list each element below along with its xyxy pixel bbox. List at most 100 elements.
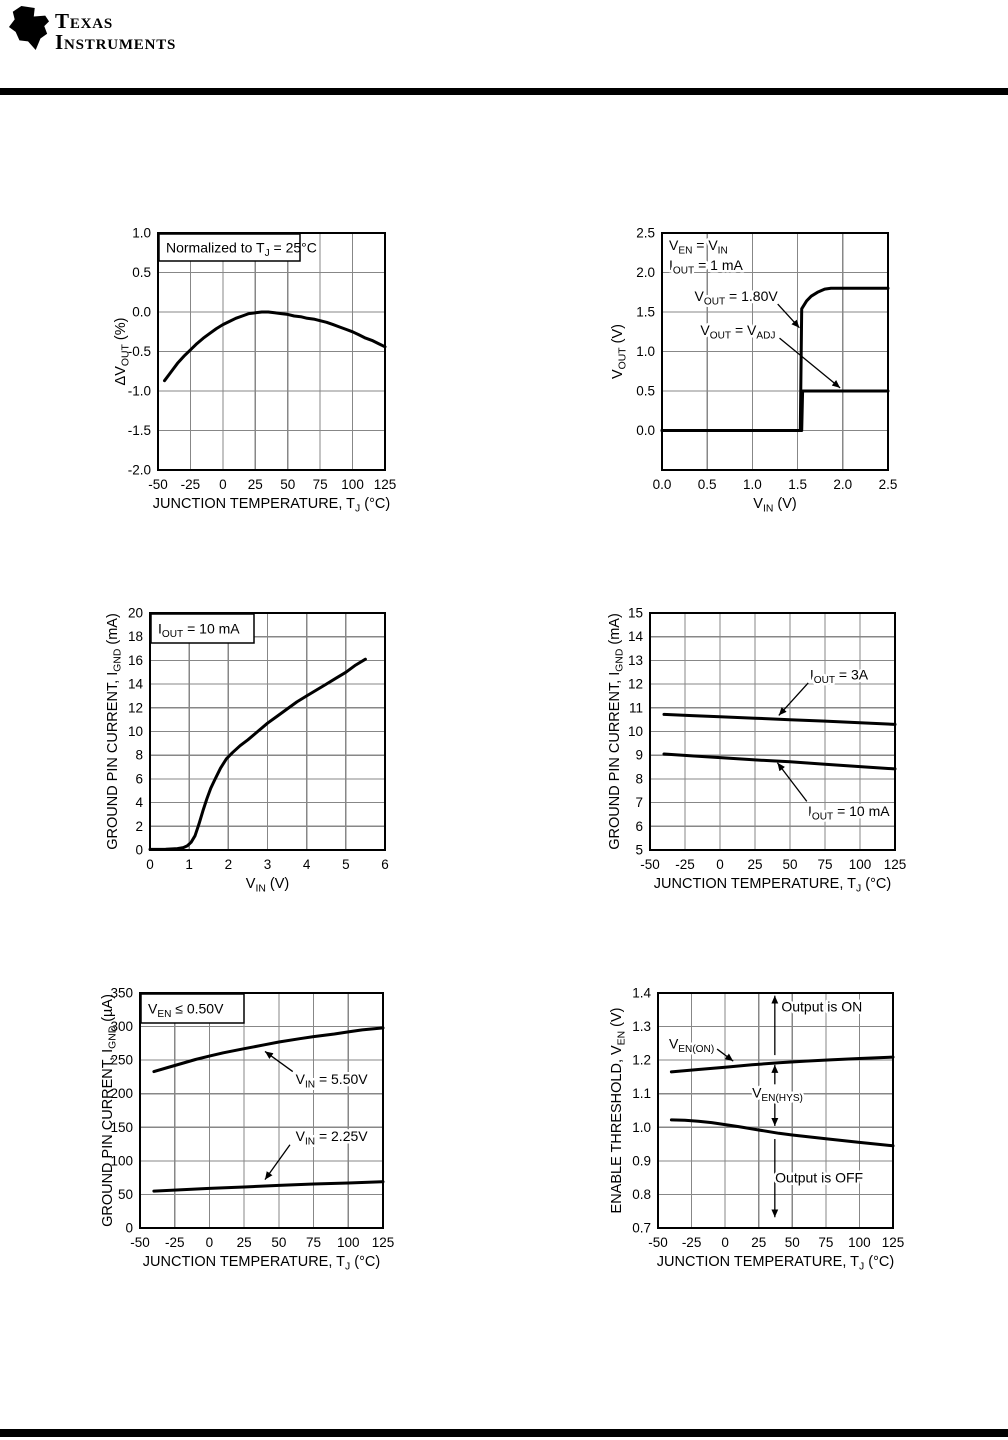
x-tick-label: -50 — [130, 1235, 150, 1250]
curve-label: VEN(HYS) — [752, 1085, 803, 1104]
x-tick-label: 125 — [882, 1235, 905, 1250]
y-tick-label: 12 — [128, 700, 143, 715]
chart-vout-change-vs-temperature: Normalized to TJ = 25°C -50 -25 0 25 50 75 100 1… — [95, 213, 407, 533]
curve-0 — [163, 310, 387, 383]
plot-frame — [157, 232, 386, 471]
x-tick-label: 75 — [313, 477, 328, 492]
curve-label: VEN(ON) — [669, 1035, 714, 1054]
y-tick-label: 0.5 — [636, 384, 655, 399]
y-tick-label: -2.0 — [128, 463, 151, 478]
y-tick-label: 250 — [110, 1053, 133, 1068]
label-arrow — [778, 682, 809, 716]
x-tick-label: 0.5 — [698, 477, 717, 492]
gridlines — [150, 613, 385, 850]
x-tick-label: -25 — [181, 477, 201, 492]
y-tick-label: 5 — [635, 843, 643, 858]
label-arrow — [776, 762, 808, 802]
chart-canvas-ignd-vs-vin: IOUT = 10 mA0 1 2 3 4 5 602468101214161820VIN … — [105, 606, 389, 895]
y-tick-label: 8 — [135, 748, 143, 763]
y-axis-label: ΔVOUT (%) — [113, 318, 132, 386]
x-tick-label: 125 — [372, 1235, 395, 1250]
label-arrow — [264, 1144, 291, 1181]
plot-frame — [661, 232, 889, 471]
x-tick-label: 25 — [248, 477, 263, 492]
chart-enable-threshold-vs-temperature: Output is ON VEN(ON) VEN(HYS) Output is OFF… — [600, 976, 915, 1291]
x-tick-label: 2.0 — [833, 477, 852, 492]
y-axis-label: GROUND PIN CURRENT, IGND (mA) — [607, 613, 626, 850]
x-tick-label: 100 — [337, 1235, 360, 1250]
chart-ignd-vs-vin: IOUT = 10 mA 0 1 2 3 4 5 6 0 2 4 6 8 10 12 14 16 18 20 VIN … — [95, 593, 407, 913]
annotation-text: Normalized to TJ = 25°C — [166, 240, 317, 259]
y-tick-label: 0.8 — [632, 1187, 651, 1202]
chart-canvas-ignd-shutdown-vs-temperature: VEN ≤ 0.50V VIN = 5.50V VIN = 2.25V -50 -25 0… — [100, 986, 395, 1273]
y-tick-label: 350 — [110, 986, 133, 1001]
x-tick-label: 6 — [381, 857, 389, 872]
x-tick-label: -25 — [682, 1235, 702, 1250]
x-tick-label: -50 — [640, 857, 660, 872]
x-tick-label: 25 — [751, 1235, 766, 1250]
chart-canvas-vout-change-vs-temperature: Normalized to TJ = 25°C -50 -25 0 25 50 75 100 1… — [113, 226, 396, 515]
chart-canvas-enable-threshold-vs-temperature: Output is ON VEN(ON) VEN(HYS) Output is OFF… — [609, 986, 905, 1273]
curve-label: Output is ON — [781, 998, 862, 1014]
y-tick-label: 1.0 — [132, 226, 151, 241]
curve-label: VIN = 2.25V — [296, 1128, 369, 1147]
y-tick-label: 0 — [125, 1221, 133, 1236]
x-tick-label: 50 — [271, 1235, 286, 1250]
curve-label: VIN = 5.50V — [296, 1071, 369, 1090]
y-tick-label: -1.5 — [128, 423, 151, 438]
gridlines — [662, 233, 888, 470]
y-tick-label: 4 — [135, 795, 143, 810]
gridlines — [140, 993, 383, 1228]
chart-ignd-vs-temperature: IOUT = 3A IOUT = 10 mA -50 -25 0 25 50 75 100 125… — [600, 593, 917, 913]
x-tick-label: 75 — [818, 1235, 833, 1250]
y-tick-label: 9 — [635, 748, 643, 763]
y-tick-label: 18 — [128, 629, 143, 644]
curve-0 — [669, 1055, 895, 1074]
y-tick-label: 0.0 — [132, 305, 151, 320]
logo-line-texas: Texas — [55, 9, 114, 33]
x-axis-label: JUNCTION TEMPERATURE, TJ (°C) — [657, 1254, 894, 1273]
curve-label: Output is OFF — [775, 1170, 863, 1186]
y-tick-label: 10 — [128, 724, 143, 739]
x-tick-label: 0 — [716, 857, 724, 872]
x-tick-label: 1.5 — [788, 477, 807, 492]
y-tick-label: 0.0 — [636, 423, 655, 438]
x-tick-label: 25 — [747, 857, 762, 872]
ti-logo-icon: ti — [8, 6, 50, 50]
y-tick-label: 16 — [128, 653, 143, 668]
y-tick-label: 15 — [628, 606, 643, 621]
curve-1 — [662, 752, 897, 771]
curve-0 — [148, 657, 367, 851]
y-axis-label: VOUT (V) — [610, 324, 629, 379]
y-tick-label: 0.7 — [632, 1221, 651, 1236]
plot-frame — [139, 992, 384, 1229]
curve-label: IOUT = 10 mA — [808, 803, 890, 822]
x-axis-label: VIN (V) — [246, 876, 289, 895]
y-tick-label: 14 — [128, 677, 144, 692]
y-axis-label: GROUND PIN CURRENT, IGND (µA) — [100, 994, 119, 1227]
x-tick-label: 100 — [341, 477, 364, 492]
curve-label: VOUT = VADJ — [700, 322, 775, 341]
y-tick-label: -0.5 — [128, 344, 151, 359]
y-tick-label: 1.3 — [632, 1019, 651, 1034]
y-tick-label: 6 — [135, 771, 143, 786]
label-arrow — [779, 337, 841, 389]
y-tick-label: 1.0 — [632, 1120, 651, 1135]
x-tick-label: 1 — [185, 857, 193, 872]
ti-logo-bug-text: ti — [19, 15, 36, 43]
curve-1 — [669, 1118, 895, 1148]
y-tick-label: 0.5 — [132, 265, 151, 280]
x-tick-label: 50 — [782, 857, 797, 872]
x-tick-label: 5 — [342, 857, 350, 872]
y-tick-label: 2 — [135, 819, 143, 834]
x-axis-label: JUNCTION TEMPERATURE, TJ (°C) — [143, 1254, 380, 1273]
y-tick-label: 1.2 — [632, 1053, 651, 1068]
y-tick-label: 20 — [128, 606, 143, 621]
y-tick-label: 50 — [118, 1187, 133, 1202]
y-tick-label: 8 — [635, 771, 643, 786]
x-tick-label: -50 — [148, 477, 168, 492]
plot-frame — [657, 992, 894, 1229]
ti-logo-text: Texas Instruments — [55, 4, 176, 54]
x-tick-label: -50 — [648, 1235, 668, 1250]
